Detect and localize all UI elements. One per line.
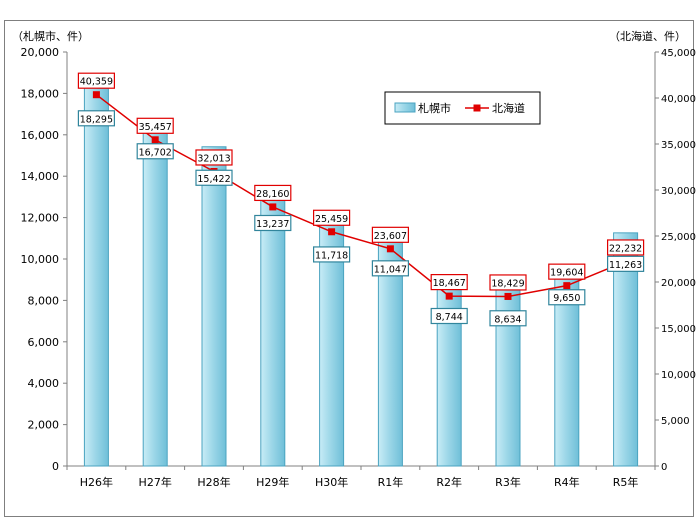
left-tick-label: 6,000 bbox=[28, 336, 60, 349]
line-path bbox=[95, 94, 626, 298]
left-tick-label: 2,000 bbox=[28, 419, 60, 432]
right-tick-label: 0 bbox=[661, 462, 667, 473]
legend-bar-label: 札幌市 bbox=[418, 101, 451, 115]
bar bbox=[201, 146, 227, 467]
right-tick-label: 30,000 bbox=[661, 186, 696, 197]
x-tick-label: H30年 bbox=[315, 475, 348, 489]
line-marker bbox=[386, 245, 394, 253]
left-axis-title: （札幌市、件） bbox=[12, 29, 89, 43]
x-tick-label: R3年 bbox=[495, 475, 521, 489]
line-data-label-box bbox=[548, 263, 586, 280]
line-marker bbox=[92, 91, 100, 99]
bar-data-label-box bbox=[136, 143, 174, 160]
bar bbox=[142, 119, 168, 467]
bar-data-label-box bbox=[548, 289, 586, 306]
line-marker bbox=[504, 292, 512, 300]
right-tick-label: 10,000 bbox=[661, 370, 696, 381]
bar-data-label: 8,634 bbox=[494, 314, 521, 325]
bar-data-label: 18,295 bbox=[80, 114, 113, 125]
x-tick-label: R5年 bbox=[613, 475, 639, 489]
line-data-label-box bbox=[371, 226, 409, 243]
line-data-label-box bbox=[313, 209, 351, 226]
right-axis-title: （北海道、件） bbox=[609, 29, 686, 43]
line-marker bbox=[563, 282, 571, 290]
x-tick-label: R1年 bbox=[378, 475, 404, 489]
line-marker bbox=[328, 228, 336, 236]
bar-data-label: 11,263 bbox=[609, 260, 642, 271]
line-data-label-box bbox=[195, 149, 233, 166]
line-data-label: 22,232 bbox=[609, 243, 642, 254]
left-tick-label: 10,000 bbox=[21, 253, 60, 266]
data-labels: 18,295 16,702 15,422 13,237 11,718 11,047 8,74… bbox=[77, 72, 645, 327]
line-data-label: 18,467 bbox=[433, 278, 466, 289]
legend-line-marker bbox=[473, 104, 481, 112]
line-data-label-box bbox=[430, 274, 468, 291]
line-marker bbox=[151, 136, 159, 144]
left-tick-label: 0 bbox=[52, 460, 59, 473]
x-tick-label: H26年 bbox=[80, 475, 113, 489]
left-tick-label: 20,000 bbox=[21, 46, 60, 59]
bar-data-label: 13,237 bbox=[256, 219, 289, 230]
left-tick-label: 4,000 bbox=[28, 377, 60, 390]
line-data-label: 28,160 bbox=[256, 189, 289, 200]
line-marker bbox=[269, 203, 277, 211]
right-tick-label: 45,000 bbox=[661, 48, 696, 59]
legend: 札幌市 北海道 bbox=[384, 91, 541, 125]
bar-data-label-box bbox=[430, 307, 468, 325]
left-tick-label: 8,000 bbox=[28, 294, 60, 307]
bar bbox=[83, 86, 109, 467]
line-data-label: 35,457 bbox=[139, 122, 172, 133]
x-tick-label: H29年 bbox=[256, 475, 289, 489]
line-data-label-box bbox=[489, 274, 527, 291]
line-data-label: 23,607 bbox=[374, 231, 407, 242]
x-tick-label: H28年 bbox=[197, 475, 230, 489]
bar-data-label: 11,047 bbox=[374, 264, 407, 275]
right-tick-label: 35,000 bbox=[661, 140, 696, 151]
line-data-label: 40,359 bbox=[80, 77, 113, 88]
bar-data-label-box bbox=[371, 260, 409, 277]
left-tick-label: 16,000 bbox=[21, 129, 60, 142]
right-tick-label: 40,000 bbox=[661, 94, 696, 105]
left-tick-label: 12,000 bbox=[21, 212, 60, 225]
bar-data-label-box bbox=[254, 214, 292, 232]
x-tick-label: R2年 bbox=[436, 475, 462, 489]
line-data-label-box bbox=[606, 239, 645, 256]
right-tick-label: 15,000 bbox=[661, 324, 696, 335]
bar-data-label: 9,650 bbox=[553, 293, 580, 304]
bar-data-label-box bbox=[195, 169, 233, 186]
line-data-label: 32,013 bbox=[197, 153, 230, 164]
chart-frame bbox=[4, 20, 694, 517]
line-data-label-box bbox=[77, 72, 116, 89]
bar bbox=[260, 191, 286, 467]
x-tick-label: R4年 bbox=[554, 475, 580, 489]
line-data-label: 18,429 bbox=[491, 278, 524, 289]
bar-data-label-box bbox=[489, 310, 527, 327]
left-tick-label: 18,000 bbox=[21, 87, 60, 100]
bar-data-label-box bbox=[313, 246, 351, 263]
legend-bar-swatch bbox=[394, 102, 416, 113]
line-data-label: 19,604 bbox=[550, 268, 583, 279]
left-tick-label: 14,000 bbox=[21, 170, 60, 183]
line-marker bbox=[445, 292, 453, 300]
bar-data-label: 11,718 bbox=[315, 250, 348, 261]
axes: 0 2,000 4,000 6,000 8,000 10,000 12,000 14,000 1… bbox=[21, 46, 697, 489]
right-tick-label: 25,000 bbox=[661, 232, 696, 243]
bar-data-label: 8,744 bbox=[436, 312, 463, 323]
bar-data-label-box bbox=[77, 110, 116, 127]
bar-data-label-box bbox=[606, 255, 645, 272]
x-tick-label: H27年 bbox=[139, 475, 172, 489]
right-tick-label: 5,000 bbox=[661, 416, 690, 427]
line-data-label: 25,459 bbox=[315, 214, 348, 225]
right-tick-label: 20,000 bbox=[661, 278, 696, 289]
bar-data-label: 16,702 bbox=[139, 147, 172, 158]
bar-data-label: 15,422 bbox=[197, 174, 230, 185]
line-data-label-box bbox=[254, 184, 292, 202]
legend-line-label: 北海道 bbox=[492, 101, 525, 115]
line-data-label-box bbox=[136, 117, 174, 134]
